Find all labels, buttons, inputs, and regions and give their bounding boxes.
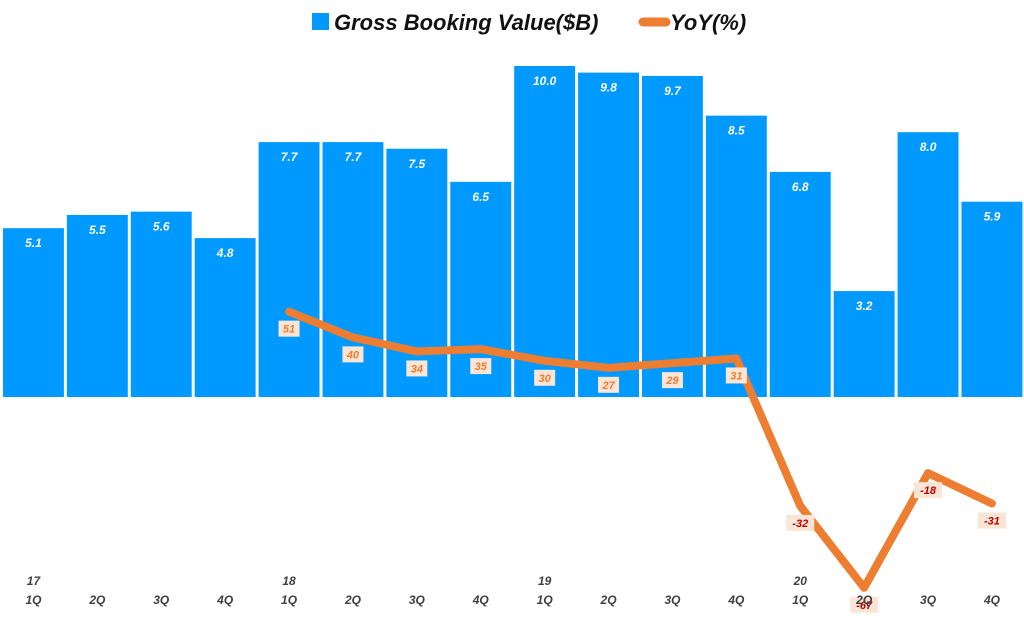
bar <box>258 142 320 397</box>
x-tick-year: 20 <box>793 574 808 588</box>
x-tick-quarter: 1Q <box>25 593 42 607</box>
x-tick-quarter: 4Q <box>983 593 1001 607</box>
x-tick-quarter: 4Q <box>727 593 745 607</box>
bar <box>514 66 576 397</box>
x-tick-quarter: 2Q <box>88 593 106 607</box>
yoy-label-box <box>470 358 492 375</box>
bar-value-label: 10.0 <box>533 74 557 88</box>
yoy-label-box <box>278 320 300 337</box>
bar-value-label: 5.1 <box>25 236 42 250</box>
bar-value-label: 5.5 <box>89 223 106 237</box>
bar-value-label: 8.0 <box>920 140 937 154</box>
bar <box>769 171 831 397</box>
bar <box>897 132 959 397</box>
bar-value-label: 9.7 <box>664 84 682 98</box>
legend-bar-swatch <box>312 13 329 30</box>
yoy-value-label: 35 <box>475 361 488 373</box>
bars: 5.1 5.5 5.6 4.8 7.7 7.7 7.5 6.5 10.0 9.8 9.7 8.5 6.8… <box>3 66 1023 398</box>
x-tick-quarter: 1Q <box>281 593 298 607</box>
x-tick-year: 18 <box>282 574 296 588</box>
bar <box>130 211 192 397</box>
bar <box>3 228 64 397</box>
yoy-value-label: -31 <box>984 516 1000 528</box>
x-tick-quarter: 4Q <box>472 593 490 607</box>
bar-value-label: 5.6 <box>153 220 170 234</box>
yoy-label-box <box>977 512 1006 529</box>
yoy-label-box <box>914 482 943 499</box>
x-tick-quarter: 3Q <box>153 593 170 607</box>
yoy-value-label: -32 <box>792 518 808 530</box>
x-tick-quarter: 3Q <box>409 593 426 607</box>
bar <box>961 201 1023 397</box>
x-tick-quarter: 2Q <box>855 593 873 607</box>
x-tick-quarter: 1Q <box>792 593 809 607</box>
bar <box>642 75 703 398</box>
bar <box>578 72 639 398</box>
yoy-label-box <box>342 346 364 363</box>
yoy-line: 51 40 34 35 30 27 29 31 -32 -67 -18 -31 <box>278 307 1006 613</box>
legend: Gross Booking Value($B) YoY(%) <box>312 10 746 35</box>
yoy-value-label: 30 <box>539 373 552 385</box>
bar-value-label: 8.5 <box>728 124 745 138</box>
legend-line-label: YoY(%) <box>670 10 746 35</box>
bar <box>194 238 256 397</box>
yoy-value-label: 51 <box>283 324 295 336</box>
x-tick-quarter: 3Q <box>920 593 937 607</box>
yoy-label-box <box>406 360 428 377</box>
x-tick-quarter: 1Q <box>537 593 554 607</box>
yoy-value-label: 31 <box>730 370 742 382</box>
x-tick-quarter: 4Q <box>216 593 234 607</box>
yoy-value-label: 29 <box>665 375 679 387</box>
bar-value-label: 7.5 <box>409 157 426 171</box>
yoy-label-box <box>850 596 879 613</box>
bar-value-label: 9.8 <box>600 81 617 95</box>
bar-value-label: 7.7 <box>345 150 363 164</box>
bar-value-label: 7.7 <box>281 150 299 164</box>
yoy-value-label: -18 <box>920 485 937 497</box>
bar <box>66 214 128 397</box>
bar-value-label: 4.8 <box>216 246 234 260</box>
bar-value-label: 5.9 <box>984 210 1001 224</box>
yoy-label-box <box>786 514 815 531</box>
x-tick-quarter: 2Q <box>600 593 618 607</box>
x-tick-quarter: 2Q <box>344 593 362 607</box>
legend-bar-label: Gross Booking Value($B) <box>334 10 598 35</box>
bar <box>386 148 448 397</box>
x-tick-year: 19 <box>538 574 552 588</box>
x-tick-year: 17 <box>27 574 42 588</box>
x-axis: 17 1Q 2Q 3Q 4Q 18 1Q 2Q 3Q 4Q 19 1Q 2Q 3Q 4Q 20 1Q 2Q 3Q 4Q <box>25 574 1000 607</box>
yoy-value-label: -67 <box>856 600 873 612</box>
bar-value-label: 6.8 <box>792 180 809 194</box>
yoy-value-label: 34 <box>411 363 423 375</box>
yoy-series-line <box>285 307 996 592</box>
yoy-value-label: 27 <box>601 380 615 392</box>
yoy-label-box <box>598 376 620 393</box>
yoy-label-box <box>661 372 683 389</box>
yoy-value-label: 40 <box>346 349 360 361</box>
yoy-label-box <box>534 369 556 386</box>
bar-value-label: 3.2 <box>856 299 873 313</box>
x-tick-quarter: 3Q <box>664 593 681 607</box>
bar-value-label: 6.5 <box>472 190 489 204</box>
bar <box>705 115 767 398</box>
yoy-label-box <box>725 367 747 384</box>
bar <box>833 291 895 397</box>
